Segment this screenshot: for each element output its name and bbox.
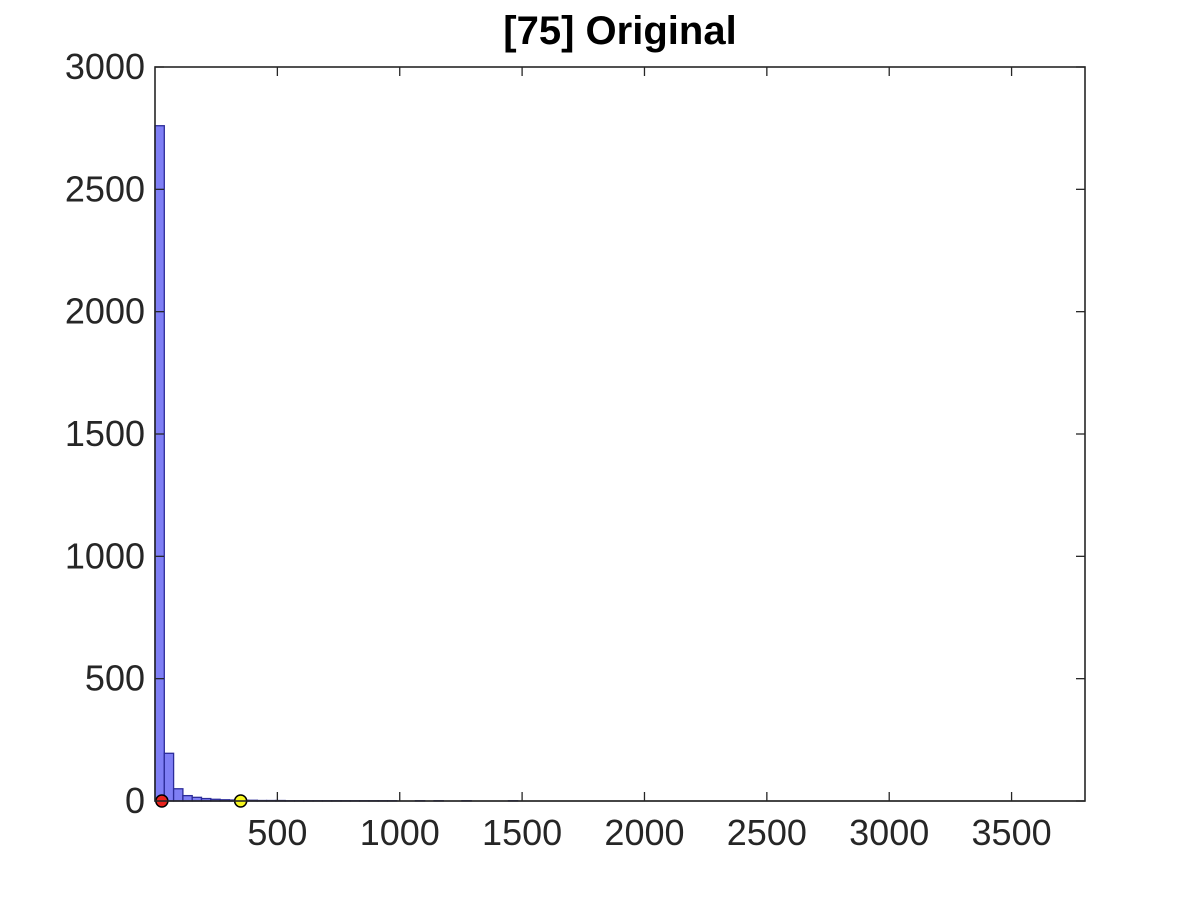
x-tick-label: 2500 xyxy=(727,812,807,853)
x-tick-label: 500 xyxy=(247,812,307,853)
y-tick-label: 0 xyxy=(125,780,145,821)
x-tick-label: 1500 xyxy=(482,812,562,853)
x-tick-label: 3000 xyxy=(849,812,929,853)
y-tick-label: 2500 xyxy=(65,168,145,209)
y-tick-label: 1500 xyxy=(65,413,145,454)
histogram-bar xyxy=(154,125,165,802)
y-tick-label: 500 xyxy=(85,658,145,699)
x-tick-label: 1000 xyxy=(360,812,440,853)
y-tick-label: 2000 xyxy=(65,291,145,332)
x-tick-label: 3500 xyxy=(972,812,1052,853)
histogram-bar xyxy=(172,788,184,802)
plot-frame xyxy=(154,66,1086,802)
y-tick-label: 3000 xyxy=(65,46,145,87)
x-tick-label: 2000 xyxy=(604,812,684,853)
y-tick-label: 1000 xyxy=(65,535,145,576)
bars-layer xyxy=(154,125,1085,802)
ticks-layer: 500 1000 1500 2000 2500 3000 3500 0 500 1000 1500 2… xyxy=(65,46,1085,853)
chart-title: [75] Original xyxy=(503,9,736,53)
histogram-bar xyxy=(182,794,193,802)
histogram-bar xyxy=(163,752,175,802)
